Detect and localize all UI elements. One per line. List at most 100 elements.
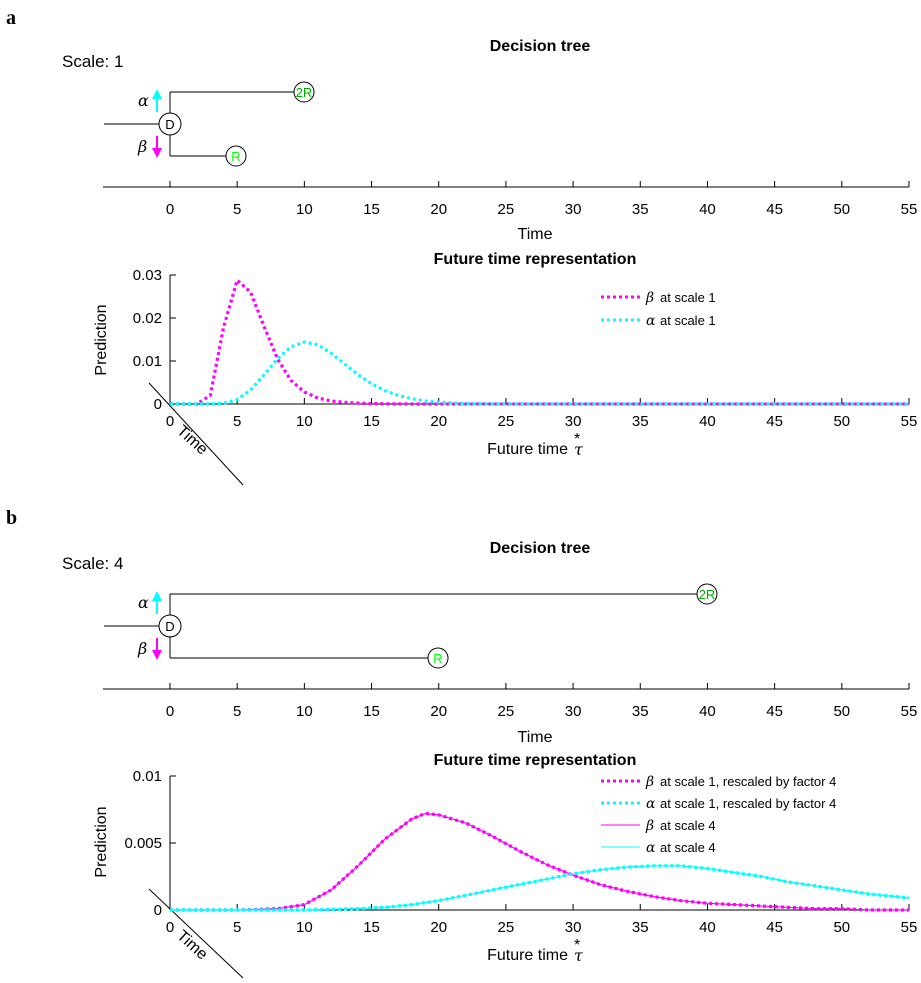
tree-ticks-b: 0 5 10 15 20 25 30 35 40 45 50 55 — [166, 683, 917, 720]
chart-a-xlabel-star: * — [574, 431, 580, 448]
tree-b-tick-label-40: 40 — [699, 703, 716, 720]
chart-b-ytick-label-0.01: 0.01 — [133, 768, 162, 785]
tree-ticks-a: 0 5 10 15 20 25 30 35 40 45 50 55 — [166, 181, 917, 218]
legend-a: β at scale 1 α at scale 1 — [601, 290, 716, 329]
chart-a-ytick-label-0.02: 0.02 — [133, 310, 162, 327]
chart-b-xlabel-symbol: τ — [574, 946, 584, 965]
decision-tree-b: D 2R R α β — [104, 583, 718, 669]
tree-b-tick-label-50: 50 — [833, 703, 850, 720]
tree-b-tick-label-0: 0 — [166, 703, 174, 720]
tree-a-tick-label-30: 30 — [565, 201, 582, 218]
chart-b-xtick-label-40: 40 — [699, 919, 716, 936]
tree-b-tick-label-5: 5 — [233, 703, 241, 720]
chart-title-a: Future time representation — [434, 251, 637, 268]
alpha-label-a: α — [138, 91, 149, 110]
beta-label-a: β — [137, 137, 147, 156]
tree-title-b: Decision tree — [490, 540, 591, 557]
tree-a-tick-label-0: 0 — [166, 201, 174, 218]
svg-text:R: R — [433, 651, 442, 666]
tree-a-tick-label-20: 20 — [430, 201, 447, 218]
chart-b-xtick-label-20: 20 — [430, 919, 447, 936]
chart-b-xtick-label-45: 45 — [766, 919, 783, 936]
panel-a: a Scale: 1 Decision tree D 2R R α β — [6, 7, 917, 486]
legend-text-b-3: at scale 4 — [660, 840, 716, 855]
legend-b: β at scale 1, rescaled by factor 4 α at … — [601, 774, 836, 856]
legend-symbol-a-1: α — [646, 313, 656, 329]
decision-node-b: D — [158, 614, 182, 638]
chart-a-xlabel-symbol: τ — [574, 440, 584, 459]
chart-a-xtick-label-20: 20 — [430, 413, 447, 430]
chart-b-ytick-label-0.005: 0.005 — [124, 835, 162, 852]
chart-a-ytick-label-0.01: 0.01 — [133, 353, 162, 370]
chart-a-time-axis — [148, 382, 244, 486]
tree-a-tick-label-25: 25 — [498, 201, 515, 218]
chart-b-ylabel: Prediction — [93, 806, 110, 877]
chart-b-series-1 — [170, 864, 910, 912]
legend-text-b-2: at scale 4 — [660, 818, 716, 833]
chart-b-xtick-label-10: 10 — [296, 919, 313, 936]
chart-a-ytick-label-0.03: 0.03 — [133, 267, 162, 284]
chart-a-xtick-label-45: 45 — [766, 413, 783, 430]
chart-a-xtick-label-10: 10 — [296, 413, 313, 430]
legend-text-a-1: at scale 1 — [660, 313, 716, 328]
tree-a-tick-label-35: 35 — [632, 201, 649, 218]
tree-title-a: Decision tree — [490, 38, 591, 55]
chart-b-series-2 — [170, 812, 909, 911]
chart-a-xtick-label-25: 25 — [498, 413, 515, 430]
chart-b-time-axis — [148, 888, 244, 979]
svg-text:2R: 2R — [699, 587, 716, 602]
tree-axis-a: 0 5 10 15 20 25 30 35 40 45 50 55 Time — [103, 181, 917, 243]
chart-b-xtick-label-55: 55 — [901, 919, 918, 936]
beta-outcome-node-b: R — [427, 647, 449, 669]
tree-b-tick-label-55: 55 — [901, 703, 918, 720]
chart-a-ylabel: Prediction — [93, 304, 110, 375]
svg-text:D: D — [165, 117, 174, 132]
legend-text-a-0: at scale 1 — [660, 290, 716, 305]
legend-symbol-b-3: α — [646, 840, 656, 856]
chart-a-xtick-label-5: 5 — [233, 413, 241, 430]
chart-a-xtick-label-0: 0 — [166, 413, 174, 430]
chart-b-ytick-label-0: 0 — [154, 902, 162, 919]
panel-label-b: b — [6, 507, 17, 529]
tree-b-tick-label-10: 10 — [296, 703, 313, 720]
legend-symbol-b-0: β — [645, 774, 654, 790]
svg-text:D: D — [165, 619, 174, 634]
tree-b-tick-label-20: 20 — [430, 703, 447, 720]
chart-a-xtick-label-15: 15 — [363, 413, 380, 430]
tree-b-tick-label-35: 35 — [632, 703, 649, 720]
svg-text:R: R — [231, 149, 240, 164]
chart-a-xlabel: Future time — [487, 441, 568, 458]
chart-a-xtick-label-40: 40 — [699, 413, 716, 430]
tree-a-tick-label-40: 40 — [699, 201, 716, 218]
chart-b-xtick-label-35: 35 — [632, 919, 649, 936]
panel-label-a: a — [6, 7, 16, 29]
chart-a-ytick-label-0: 0 — [154, 396, 162, 413]
tree-a-tick-label-50: 50 — [833, 201, 850, 218]
alpha-outcome-node-b: 2R — [696, 583, 718, 605]
scale-label-b: Scale: 4 — [62, 554, 123, 573]
chart-a-series-1 — [170, 340, 909, 406]
tree-xlabel-b: Time — [518, 729, 553, 746]
panel-b: b Scale: 4 Decision tree D 2R R α β — [6, 507, 918, 979]
beta-outcome-node-a: R — [225, 145, 247, 167]
chart-b-xtick-label-0: 0 — [166, 919, 174, 936]
chart-b-xtick-label-15: 15 — [363, 919, 380, 936]
alpha-outcome-node-a: 2R — [293, 81, 315, 103]
tree-a-tick-label-55: 55 — [901, 201, 918, 218]
legend-symbol-b-2: β — [645, 818, 654, 834]
tree-a-tick-label-45: 45 — [766, 201, 783, 218]
chart-a-xtick-label-30: 30 — [565, 413, 582, 430]
chart-b-series-0 — [170, 811, 909, 912]
decision-tree-a: D 2R R α β — [104, 81, 315, 167]
tree-b-tick-label-25: 25 — [498, 703, 515, 720]
legend-symbol-b-1: α — [646, 796, 656, 812]
legend-text-b-0: at scale 1, rescaled by factor 4 — [660, 774, 836, 789]
svg-text:2R: 2R — [296, 85, 313, 100]
chart-b-series-3 — [170, 865, 910, 911]
chart-b-time-axis-label: Time — [173, 927, 210, 963]
tree-b-tick-label-45: 45 — [766, 703, 783, 720]
chart-b-xtick-label-5: 5 — [233, 919, 241, 936]
tree-axis-b: 0 5 10 15 20 25 30 35 40 45 50 55 Time — [103, 683, 917, 746]
